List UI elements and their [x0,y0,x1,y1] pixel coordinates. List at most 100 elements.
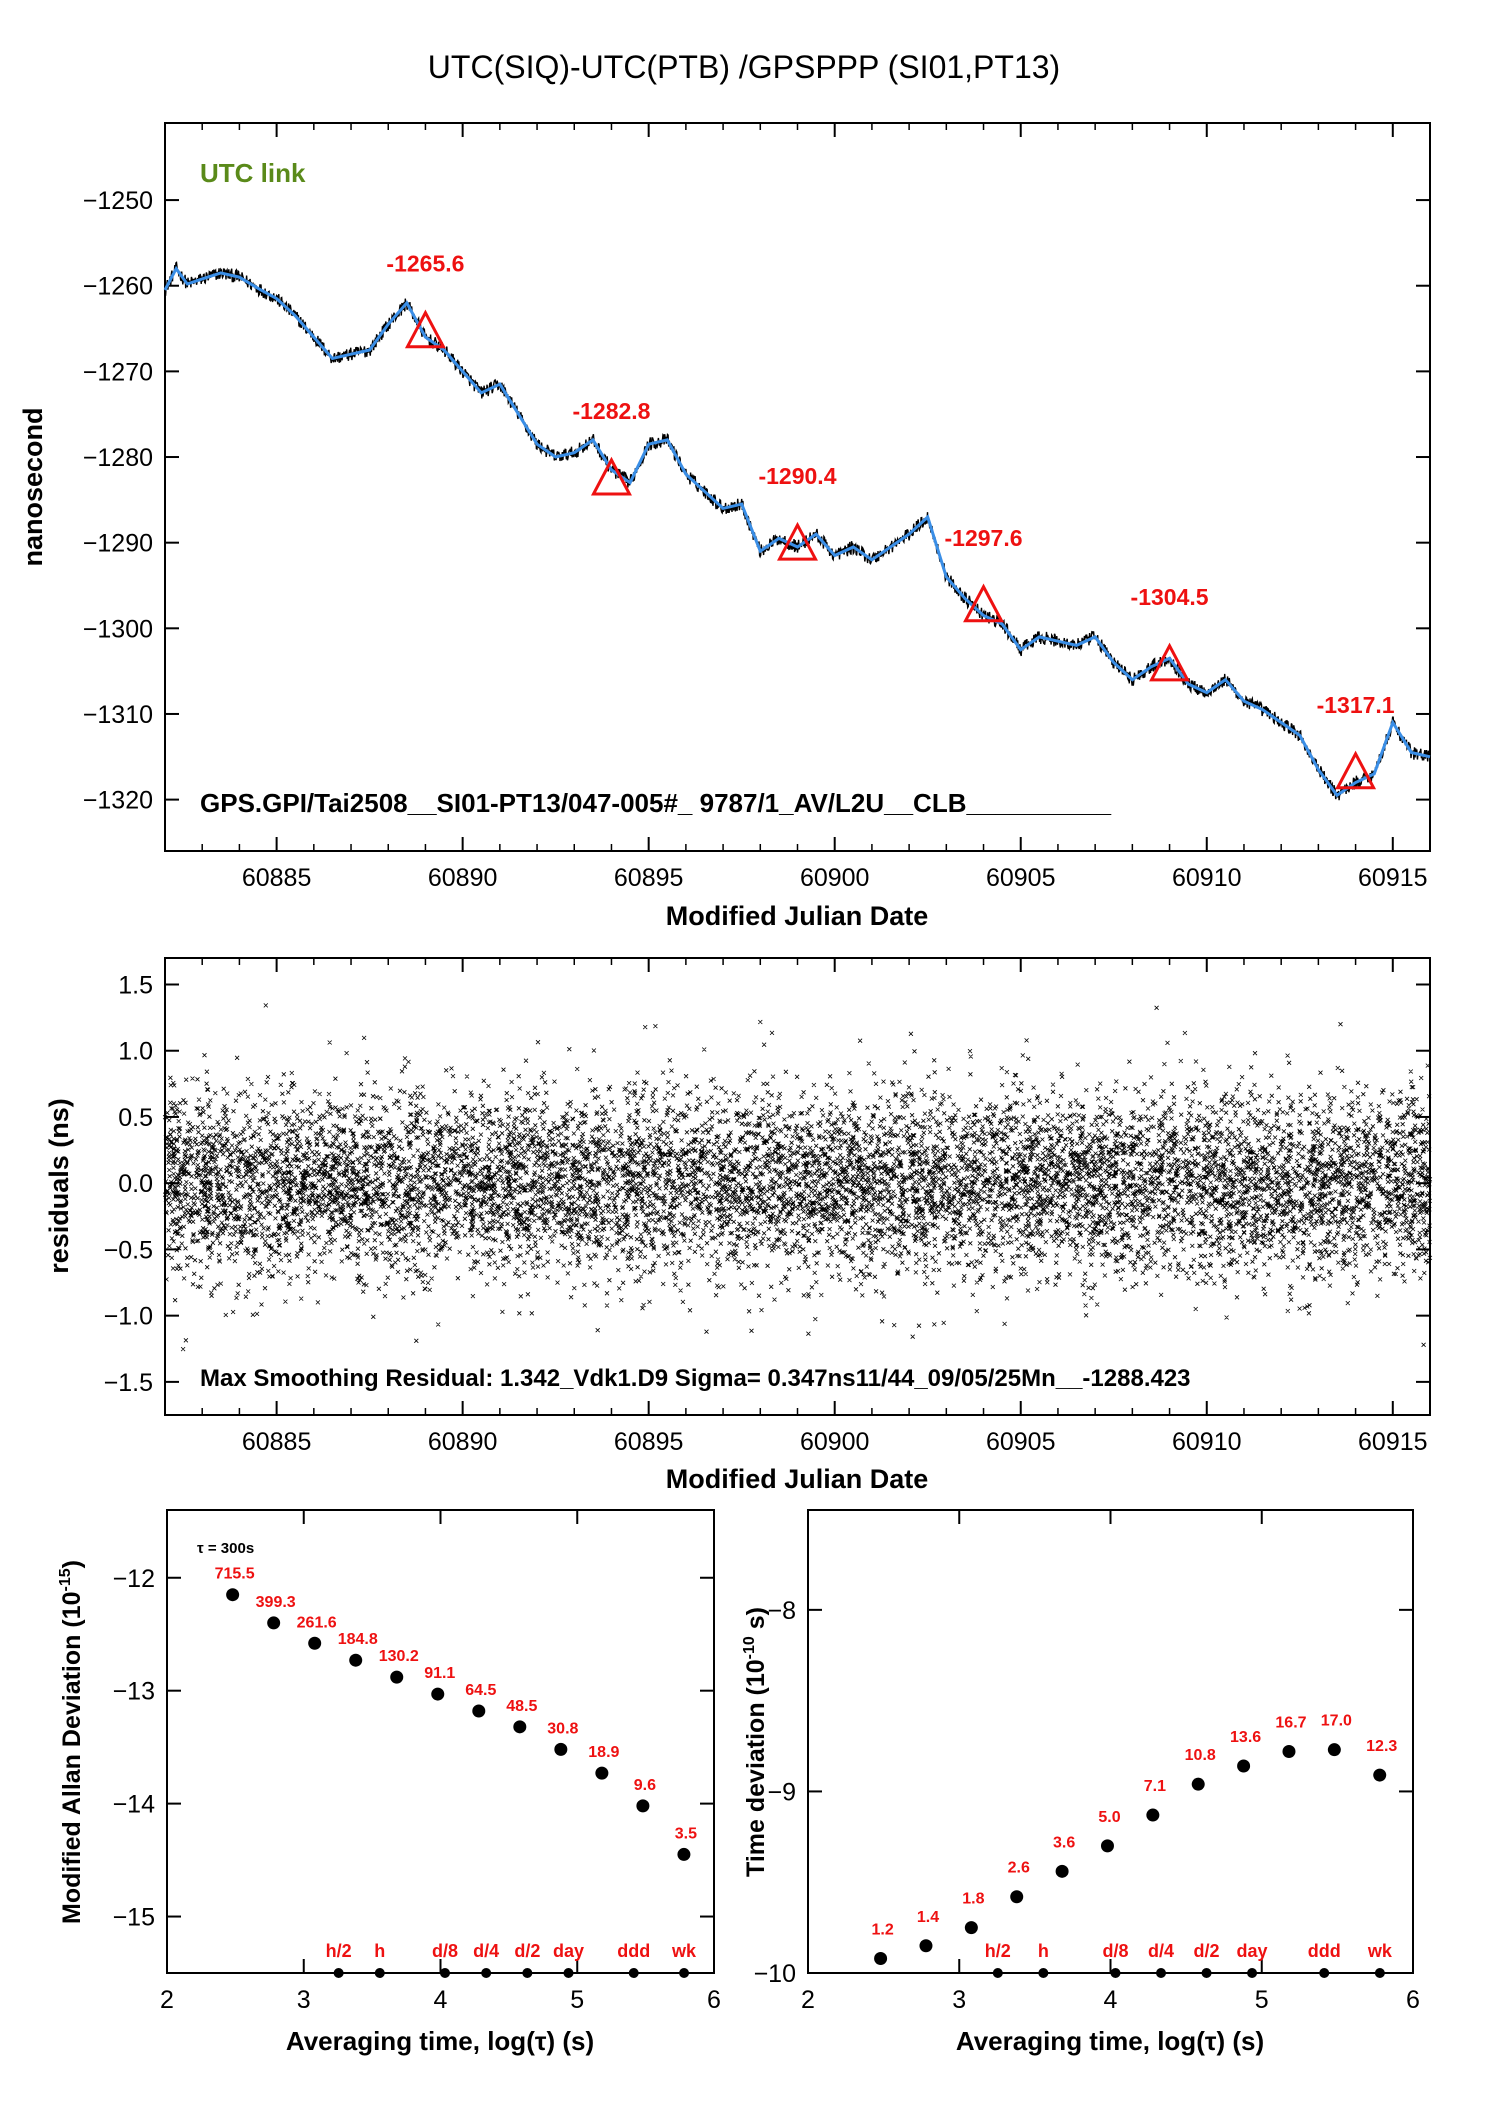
y-tick-label: −9 [767,1778,796,1806]
y-tick-label: −12 [113,1565,155,1593]
tdev-frame [807,1509,1414,1974]
y-tick-label: −1280 [83,444,153,472]
y-tick-label: −14 [113,1791,156,1819]
time-mark-label: d/4 [473,1941,499,1961]
utc-link-marker-label: -1265.6 [386,251,464,277]
mdev-ylabel: Modified Allan Deviation (10-15) [57,1560,86,1924]
utc-link-annotation: UTC link [200,158,306,188]
utc-link-marker-triangle [404,309,446,349]
utc-link-panel: 60885 60890 60895 60900 60905 60910 60915 −1250… [18,122,1431,931]
y-tick-label: 1.0 [118,1038,153,1066]
residuals-panel: 60885 60890 60895 60900 60905 60910 60915 1.5 1.… [44,957,1433,1494]
residuals-info-backdrop [198,1358,1258,1394]
mdev-ticks: 2 3 4 5 6 −12 −13 −14 −15 [113,1510,721,2014]
y-tick-label: −1270 [83,358,153,386]
x-tick-label: 6 [1406,1986,1420,2014]
time-mark-dot [628,1968,639,1978]
deviation-value-label: 5.0 [1098,1809,1120,1826]
tdev-xlabel: Averaging time, log(τ) (s) [956,2026,1264,2056]
deviation-point [1373,1768,1387,1782]
deviation-point [513,1720,527,1734]
y-tick-label: −0.5 [104,1236,153,1264]
residuals-ylabel: residuals (ns) [44,1098,74,1274]
time-mark-dot [1038,1968,1049,1978]
deviation-point [472,1704,486,1718]
page-title: UTC(SIQ)-UTC(PTB) /GPSPPP (SI01,PT13) [428,49,1060,85]
utc-link-marker-label: -1317.1 [1317,692,1395,718]
utc-link-marker-label: -1304.5 [1131,584,1209,610]
time-mark-dot [992,1968,1003,1978]
deviation-value-label: 2.6 [1008,1860,1030,1877]
x-tick-label: 60895 [614,864,684,892]
deviation-value-label: 12.3 [1366,1738,1397,1755]
tdev-ylabel: Time deviation (10-10 s) [741,1607,770,1877]
deviation-point [595,1766,609,1780]
x-tick-label: 60910 [1172,1428,1242,1456]
residuals-info-line: Max Smoothing Residual: 1.342_Vdk1.D9 Si… [200,1365,1191,1392]
utc-link-markers: -1265.6 -1282.8 -1290.4 -1297.6 -1304.5 -1317… [386,251,1395,790]
time-mark-label: wk [1367,1941,1393,1961]
time-mark-dot [1247,1968,1258,1978]
deviation-point [1010,1890,1024,1904]
deviation-point [677,1847,691,1861]
deviation-point [554,1742,568,1756]
utc-link-marker-triangle [1335,750,1377,790]
time-mark-dot [1156,1968,1167,1978]
deviation-value-label: 399.3 [256,1594,296,1611]
mdev-tau0-label: τ = 300s [197,1540,254,1557]
deviation-value-label: 10.8 [1185,1747,1216,1764]
x-tick-label: 2 [801,1986,815,2014]
time-mark-label: wk [671,1941,697,1961]
y-tick-label: −1250 [83,187,153,215]
deviation-value-label: 3.5 [675,1825,697,1842]
deviation-value-label: 130.2 [379,1648,419,1665]
y-tick-label: 1.5 [118,971,153,999]
deviation-value-label: 1.2 [871,1921,893,1938]
time-mark-dot [333,1968,344,1978]
deviation-value-label: 16.7 [1275,1714,1306,1731]
deviation-value-label: 9.6 [634,1777,656,1794]
x-tick-label: 5 [570,1986,584,2014]
y-tick-label: −13 [113,1678,155,1706]
mdev-xlabel: Averaging time, log(τ) (s) [286,2026,594,2056]
x-tick-label: 60915 [1358,1428,1428,1456]
deviation-value-label: 184.8 [338,1631,378,1648]
utc-link-xlabel: Modified Julian Date [666,901,929,931]
y-tick-label: −1290 [83,530,153,558]
utc-link-marker-label: -1290.4 [758,463,836,489]
x-tick-label: 5 [1255,1986,1269,2014]
deviation-point [431,1687,445,1701]
deviation-point [964,1921,978,1935]
utc-link-ticks: 60885 60890 60895 60900 60905 60910 60915 −1250… [83,123,1431,892]
y-tick-label: −1320 [83,787,153,815]
y-tick-label: −15 [113,1904,155,1932]
time-mark-label: h [374,1941,385,1961]
tdev-panel: 2 3 4 5 6 −8 −9 −10 1.2 1.4 1.8 2.6 3.6 5.0 7.1 10.8 13… [741,1509,1420,2056]
deviation-point [226,1588,240,1602]
deviation-point [1100,1839,1114,1853]
residuals-xlabel: Modified Julian Date [666,1464,929,1494]
residuals-ticks: 60885 60890 60895 60900 60905 60910 60915 1.5 1.… [104,958,1431,1456]
deviation-value-label: 18.9 [588,1744,619,1761]
x-tick-label: 60905 [986,1428,1056,1456]
deviation-point [919,1939,933,1953]
time-mark-label: d/8 [432,1941,458,1961]
mdev-panel: 2 3 4 5 6 −12 −13 −14 −15 715.5399.3261.6184.813… [57,1509,721,2056]
deviation-value-label: 3.6 [1053,1834,1075,1851]
time-mark-label: d/8 [1102,1941,1128,1961]
tdev-points: 1.2 1.4 1.8 2.6 3.6 5.0 7.1 10.8 13.6 16.7 17.0 12.… [871,1713,1397,1965]
time-mark-label: d/2 [1194,1941,1220,1961]
x-tick-label: 6 [707,1986,721,2014]
tdev-ticks: 2 3 4 5 6 −8 −9 −10 [754,1510,1420,2014]
deviation-value-label: 715.5 [215,1566,255,1583]
deviation-point [1191,1777,1205,1791]
utc-link-raw-series [164,261,1431,801]
x-tick-label: 60885 [242,864,312,892]
deviation-value-label: 91.1 [424,1665,455,1682]
utc-link-marker-triangle [1149,642,1191,682]
utc-link-marker-triangle [963,583,1005,623]
y-tick-label: −1310 [83,701,153,729]
